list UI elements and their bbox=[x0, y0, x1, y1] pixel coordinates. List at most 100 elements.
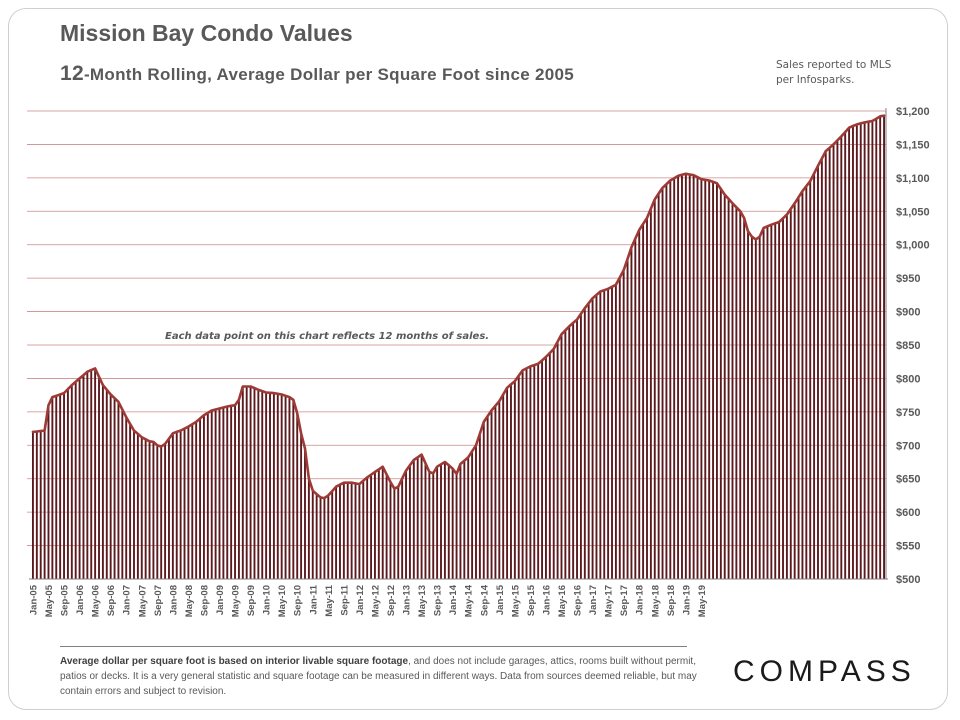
bar bbox=[731, 203, 734, 579]
bar bbox=[529, 366, 532, 579]
x-tick-label: Jan-06 bbox=[75, 585, 86, 615]
bar bbox=[408, 465, 411, 579]
bar bbox=[498, 401, 501, 579]
bar bbox=[626, 258, 629, 579]
bar bbox=[646, 217, 648, 579]
bar bbox=[649, 208, 652, 580]
bar bbox=[665, 184, 668, 579]
bar bbox=[39, 431, 42, 579]
x-tick-label: May-14 bbox=[464, 584, 475, 617]
footnote-bold: Average dollar per square foot is based … bbox=[60, 656, 409, 667]
bar bbox=[774, 223, 777, 579]
bar bbox=[319, 497, 322, 579]
y-tick-label: $800 bbox=[896, 373, 920, 385]
bar bbox=[828, 147, 831, 579]
bar bbox=[86, 371, 89, 579]
bar bbox=[234, 405, 236, 579]
bar bbox=[661, 187, 664, 579]
footer-divider bbox=[60, 646, 687, 647]
bar bbox=[587, 303, 590, 579]
bar bbox=[867, 121, 870, 579]
x-tick-label: Sep-06 bbox=[106, 585, 117, 616]
x-tick-label: May-08 bbox=[184, 585, 195, 617]
bar bbox=[276, 393, 279, 579]
bar bbox=[875, 118, 878, 579]
bar bbox=[300, 433, 303, 579]
bar bbox=[883, 115, 886, 580]
bar bbox=[226, 406, 229, 579]
x-tick-label: Sep-16 bbox=[573, 585, 584, 616]
bar bbox=[747, 231, 749, 579]
bar bbox=[59, 394, 62, 579]
bar bbox=[168, 438, 170, 579]
bar bbox=[836, 140, 839, 580]
x-tick-label: Sep-10 bbox=[293, 585, 304, 616]
y-tick-label: $600 bbox=[896, 507, 920, 519]
bar bbox=[257, 389, 260, 579]
bar bbox=[140, 437, 143, 579]
bar bbox=[195, 421, 198, 579]
bar bbox=[179, 430, 182, 579]
bar bbox=[148, 441, 151, 579]
bar bbox=[327, 495, 330, 579]
bar bbox=[840, 136, 843, 579]
bar bbox=[712, 181, 715, 579]
bar bbox=[354, 483, 357, 579]
x-tick-label: May-11 bbox=[324, 584, 335, 616]
bar bbox=[471, 451, 474, 579]
bar bbox=[307, 478, 310, 579]
bar bbox=[603, 290, 606, 579]
bar bbox=[673, 178, 676, 579]
y-tick-label: $650 bbox=[896, 474, 920, 486]
y-tick-label: $1,050 bbox=[896, 206, 930, 218]
bar bbox=[47, 405, 50, 579]
bar bbox=[809, 181, 812, 579]
bar bbox=[416, 457, 419, 579]
bar bbox=[568, 326, 571, 579]
bar bbox=[265, 392, 268, 579]
bar bbox=[284, 395, 287, 579]
bar bbox=[296, 413, 299, 579]
bar bbox=[90, 370, 93, 579]
bar bbox=[715, 183, 718, 579]
bar bbox=[634, 238, 637, 579]
bar bbox=[513, 381, 516, 579]
bar bbox=[362, 480, 365, 579]
bar bbox=[591, 298, 594, 579]
compass-logo: COMPASS bbox=[733, 655, 916, 688]
bar bbox=[855, 124, 858, 580]
bar bbox=[113, 398, 116, 579]
bar bbox=[389, 482, 392, 579]
bar bbox=[51, 397, 54, 579]
y-tick-label: $1,000 bbox=[896, 240, 930, 252]
bar bbox=[727, 198, 730, 580]
bar bbox=[393, 488, 396, 579]
x-tick-label: Sep-12 bbox=[386, 585, 397, 616]
bar bbox=[537, 363, 540, 579]
bar bbox=[121, 409, 124, 579]
footnote-rest: , and does not include garages, attics, … bbox=[60, 656, 697, 697]
bar bbox=[696, 177, 699, 579]
bar bbox=[793, 203, 796, 579]
bar bbox=[583, 308, 586, 579]
bar bbox=[478, 433, 481, 579]
bar bbox=[117, 401, 120, 579]
bar bbox=[494, 405, 497, 579]
bar bbox=[576, 319, 578, 579]
bar bbox=[572, 322, 575, 579]
bar bbox=[844, 132, 847, 579]
bar bbox=[152, 441, 155, 579]
x-tick-label: May-17 bbox=[604, 585, 615, 617]
x-tick-label: Jan-18 bbox=[635, 585, 646, 615]
x-tick-label: Jan-11 bbox=[308, 584, 319, 614]
subtitle-lead: 12 bbox=[60, 62, 84, 85]
x-tick-label: May-15 bbox=[510, 584, 521, 617]
bar bbox=[397, 486, 400, 579]
x-tick-label: Jan-07 bbox=[122, 585, 133, 615]
bar bbox=[323, 498, 326, 579]
bar bbox=[817, 165, 819, 579]
bar bbox=[304, 448, 306, 579]
bar bbox=[82, 375, 85, 579]
bar bbox=[879, 116, 882, 579]
bar bbox=[692, 175, 695, 579]
